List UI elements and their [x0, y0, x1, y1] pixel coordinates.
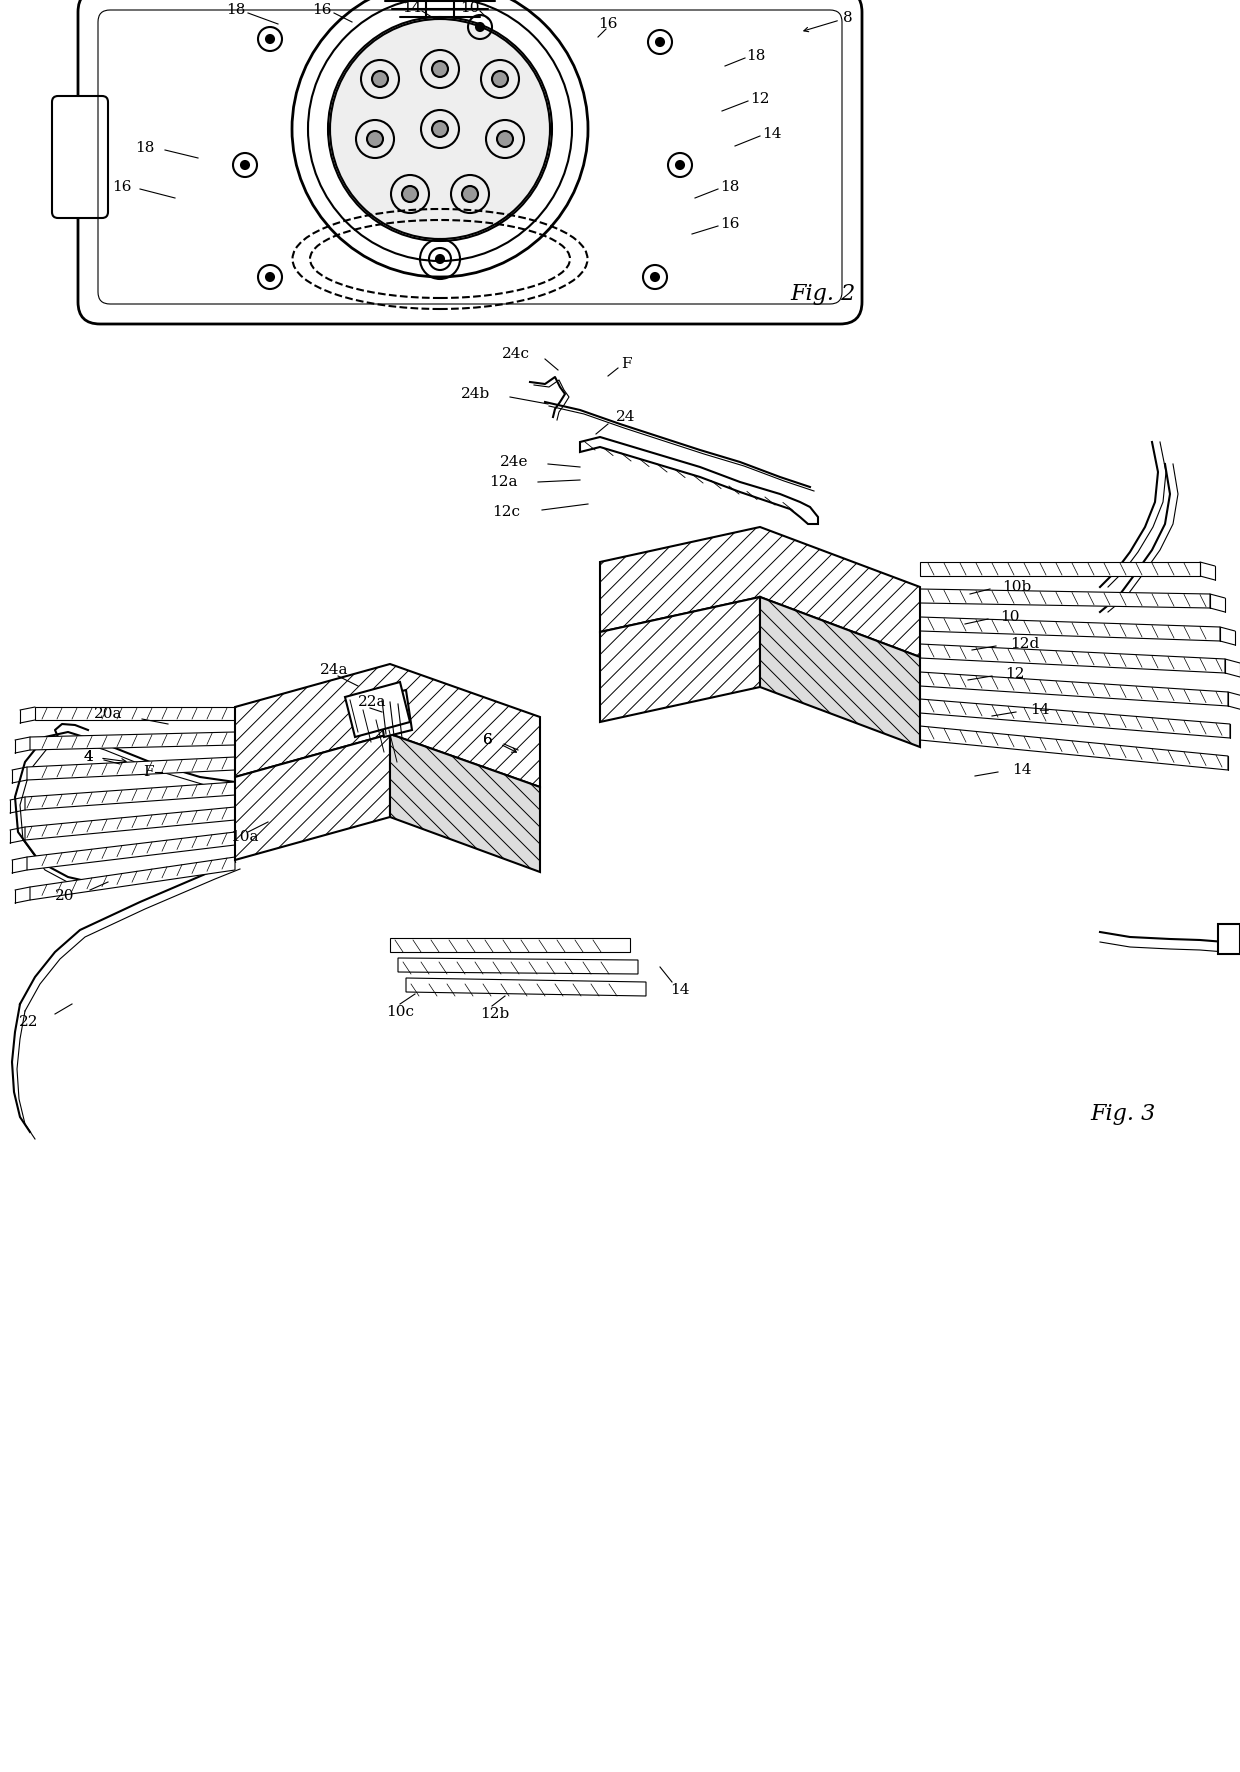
Circle shape [241, 161, 249, 168]
Text: 14: 14 [763, 128, 781, 142]
Circle shape [330, 19, 551, 239]
Text: 16: 16 [113, 181, 131, 193]
Text: 8: 8 [843, 11, 853, 25]
Text: 24b: 24b [461, 386, 490, 400]
Text: 4: 4 [83, 750, 93, 764]
Polygon shape [27, 833, 236, 870]
Text: 12b: 12b [480, 1006, 510, 1021]
Text: Fig. 2: Fig. 2 [790, 284, 856, 305]
Polygon shape [30, 732, 236, 750]
Text: 14: 14 [1030, 703, 1049, 718]
Text: 20a: 20a [93, 707, 122, 721]
Text: 22: 22 [19, 1015, 38, 1030]
Circle shape [367, 131, 383, 147]
Text: 16: 16 [598, 18, 618, 30]
Text: 24a: 24a [320, 663, 348, 677]
Polygon shape [236, 734, 391, 859]
Text: Fig. 3: Fig. 3 [1090, 1102, 1156, 1125]
Text: 10c: 10c [386, 1005, 414, 1019]
Polygon shape [30, 858, 236, 900]
Polygon shape [391, 734, 539, 872]
Circle shape [267, 35, 274, 43]
Polygon shape [920, 698, 1230, 737]
Text: 16: 16 [720, 216, 740, 230]
Polygon shape [600, 526, 920, 657]
Polygon shape [920, 617, 1220, 641]
Text: 14: 14 [671, 983, 689, 998]
Text: 24e: 24e [500, 455, 528, 470]
Circle shape [476, 23, 484, 30]
Text: 10a: 10a [229, 829, 258, 843]
Circle shape [676, 161, 684, 168]
Polygon shape [600, 597, 760, 721]
Polygon shape [236, 664, 539, 787]
Text: 18: 18 [227, 4, 246, 18]
Polygon shape [27, 757, 236, 780]
Text: 6: 6 [484, 734, 492, 748]
Text: F: F [143, 766, 154, 780]
Polygon shape [920, 562, 1200, 576]
Circle shape [267, 273, 274, 282]
Polygon shape [580, 438, 818, 525]
Polygon shape [920, 672, 1228, 705]
Text: 24c: 24c [502, 347, 529, 361]
Text: 14: 14 [1012, 764, 1032, 776]
Polygon shape [378, 689, 412, 737]
Circle shape [432, 120, 448, 136]
Polygon shape [35, 707, 236, 719]
Text: 10: 10 [460, 2, 480, 14]
FancyBboxPatch shape [52, 96, 108, 218]
Polygon shape [920, 643, 1225, 673]
Text: 12d: 12d [1011, 636, 1039, 650]
Text: 18: 18 [746, 50, 765, 64]
Polygon shape [345, 682, 410, 737]
Circle shape [463, 186, 477, 202]
Polygon shape [1218, 923, 1240, 953]
Polygon shape [25, 806, 236, 840]
Circle shape [651, 273, 658, 282]
Text: 12: 12 [750, 92, 770, 106]
Polygon shape [398, 959, 639, 975]
Circle shape [497, 131, 513, 147]
Text: 18: 18 [135, 142, 155, 154]
Text: 20: 20 [55, 890, 74, 904]
Text: 10: 10 [999, 610, 1019, 624]
Polygon shape [25, 781, 236, 810]
Polygon shape [920, 588, 1210, 608]
Text: 12: 12 [1004, 666, 1024, 680]
Text: 10b: 10b [1002, 579, 1032, 594]
Text: 6: 6 [484, 734, 492, 748]
Text: 18: 18 [720, 181, 740, 193]
FancyBboxPatch shape [78, 0, 862, 324]
Text: F: F [621, 356, 631, 370]
Text: 14: 14 [402, 2, 422, 14]
Circle shape [432, 60, 448, 76]
Text: 16: 16 [312, 4, 332, 18]
Polygon shape [391, 937, 630, 952]
Circle shape [402, 186, 418, 202]
Text: 12c: 12c [492, 505, 520, 519]
Circle shape [372, 71, 388, 87]
Polygon shape [920, 727, 1228, 771]
Text: 4: 4 [83, 750, 93, 764]
Text: 24: 24 [616, 409, 635, 424]
Polygon shape [760, 597, 920, 748]
Polygon shape [405, 978, 646, 996]
Circle shape [656, 37, 663, 46]
Text: 12a: 12a [490, 475, 518, 489]
Circle shape [436, 255, 444, 262]
Circle shape [492, 71, 508, 87]
Text: 22a: 22a [358, 695, 387, 709]
